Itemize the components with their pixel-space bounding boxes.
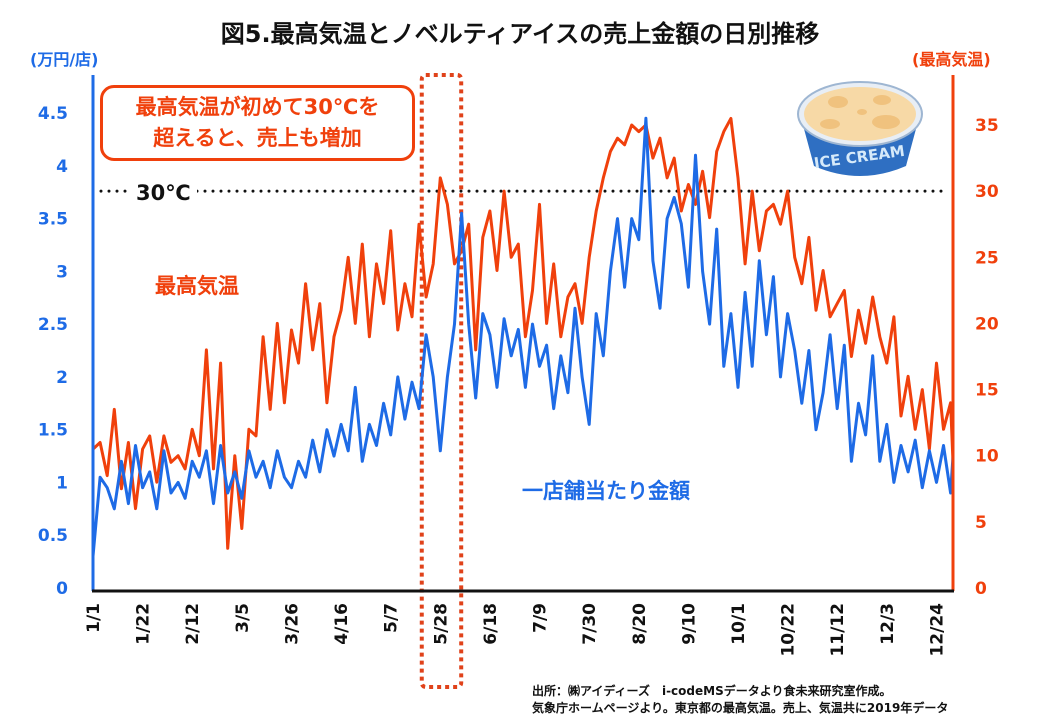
y-left-tick-label: 0 [56,579,68,599]
left-axis-unit: (万円/店) [30,50,99,69]
y-left-tick-label: 1.5 [38,421,68,441]
x-tick-label: 10/22 [779,603,799,657]
y-left-tick-label: 3 [56,262,68,282]
chart-title: 図5.最高気温とノベルティアイスの売上金額の日別推移 [220,20,820,48]
highlight-box [419,73,464,689]
x-tick-label: 10/1 [729,603,749,645]
ice-cream-cup-icon: ICE CREAM [797,81,923,176]
y-right-tick-label: 30 [975,182,999,202]
x-tick-label: 7/30 [580,603,600,645]
y-right-tick-label: 35 [975,116,999,136]
source-line-1: 出所：㈱アイディーズ i-codeMSデータより食未来研究室作成。 [532,684,892,698]
x-tick-label: 7/9 [531,603,551,633]
x-tick-label: 2/12 [183,603,203,645]
y-left-tick-label: 4.5 [38,104,68,124]
y-left-tick-label: 2 [56,368,68,388]
source-note: 出所：㈱アイディーズ i-codeMSデータより食未来研究室作成。 気象庁ホーム… [532,683,948,717]
y-left-tick-label: 3.5 [38,210,68,230]
callout-line-1: 最高気温が初めて30℃を [135,95,380,119]
y-right-tick-label: 20 [975,314,999,334]
y-right-tick-label: 15 [975,381,999,401]
x-tick-label: 12/24 [927,603,947,657]
x-tick-label: 6/18 [481,603,501,645]
right-axis-unit: (最高気温) [912,50,991,69]
x-tick-label: 9/10 [679,603,699,645]
temperature-series-line [91,116,955,550]
callout-box: 最高気温が初めて30℃を 超えると、売上も増加 [100,85,415,161]
x-tick-label: 12/3 [878,603,898,645]
x-tick-label: 8/20 [630,603,650,645]
y-right-tick-label: 10 [975,447,999,467]
y-right-tick-label: 5 [975,513,987,533]
x-tick-label: 11/12 [828,603,848,657]
source-line-2: 気象庁ホームページより。東京都の最高気温。売上、気温共に2019年データ [532,701,949,715]
x-tick-label: 1/22 [134,603,154,645]
series-label-sales: 一店舗当たり金額 [522,479,690,503]
y-left-tick-label: 4 [56,157,68,177]
y-right-tick-label: 0 [975,579,987,599]
y-left-tick-label: 0.5 [38,526,68,546]
x-tick-label: 4/16 [332,603,352,645]
y-left-tick-label: 2.5 [38,315,68,335]
x-tick-label: 3/5 [233,603,253,633]
series-label-temperature: 最高気温 [155,274,239,298]
threshold-label: 30℃ [130,181,197,205]
y-left-tick-label: 1 [56,473,68,493]
x-tick-label: 1/1 [84,603,104,633]
y-right-tick-label: 25 [975,248,999,268]
x-tick-label: 5/28 [431,603,451,645]
callout-line-2: 超えると、売上も増加 [153,126,362,150]
x-tick-label: 5/7 [382,603,402,633]
x-tick-label: 3/26 [282,603,302,645]
sales-series-line [91,116,955,557]
